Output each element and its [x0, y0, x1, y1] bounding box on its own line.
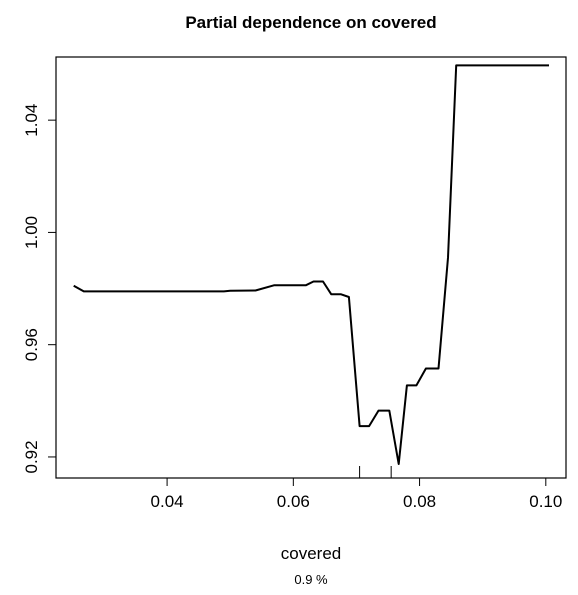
y-axis: 0.92 0.96 1.00 1.04 — [22, 104, 57, 473]
x-tick-label: 0.04 — [151, 492, 184, 511]
x-tick-label: 0.10 — [529, 492, 562, 511]
series-layer — [73, 64, 549, 465]
x-axis-label: covered — [281, 544, 341, 563]
y-tick-label: 1.00 — [22, 216, 41, 249]
plot-area-frame — [55, 56, 567, 479]
x-tick-label: 0.06 — [277, 492, 310, 511]
chart-title: Partial dependence on covered — [185, 13, 436, 32]
y-tick-label: 0.92 — [22, 440, 41, 473]
x-axis: 0.04 0.06 0.08 0.10 — [151, 477, 562, 511]
rug — [359, 466, 392, 478]
y-tick-label: 1.04 — [22, 104, 41, 137]
y-tick-label: 0.96 — [22, 328, 41, 361]
chart-subtitle: 0.9 % — [294, 572, 328, 587]
series-line — [73, 64, 549, 465]
x-tick-label: 0.08 — [403, 492, 436, 511]
